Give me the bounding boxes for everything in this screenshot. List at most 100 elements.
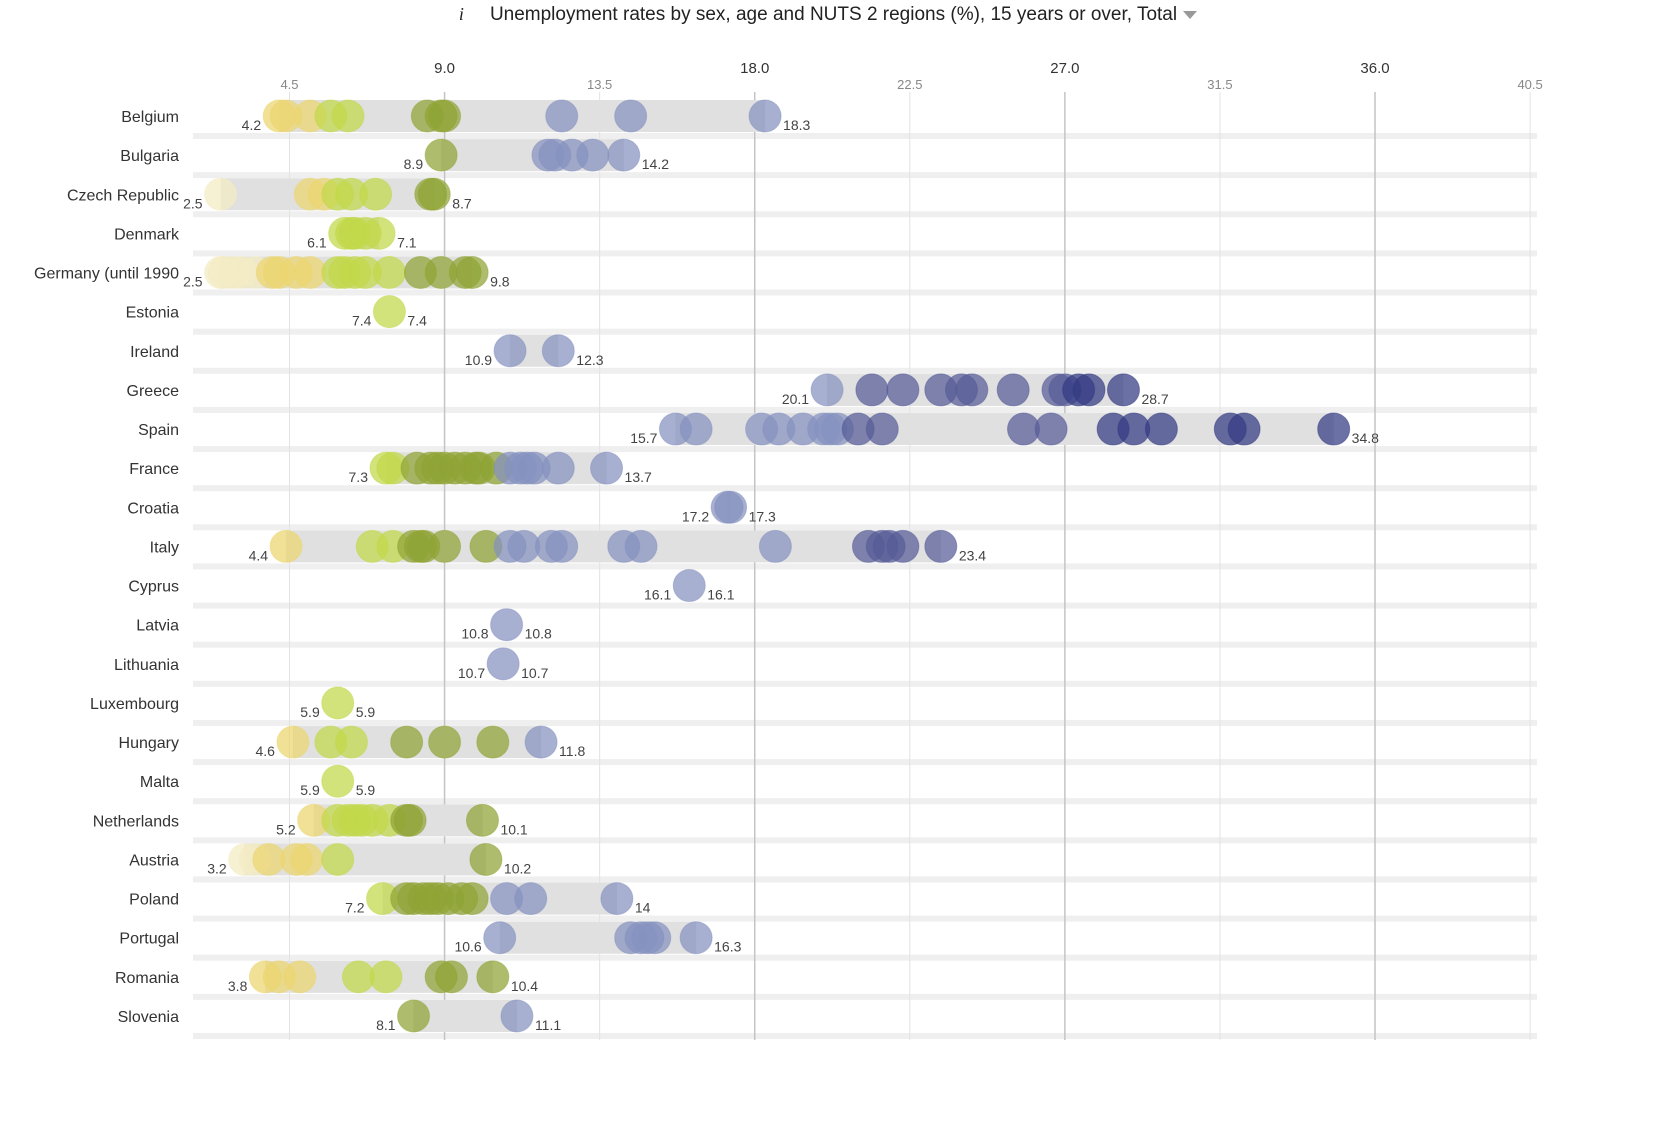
- country-row: Portugal 10.6 16.3: [119, 921, 742, 955]
- region-dot[interactable]: [1317, 412, 1351, 446]
- region-dot[interactable]: [369, 960, 403, 994]
- region-dot[interactable]: [500, 999, 534, 1033]
- region-dot[interactable]: [607, 138, 641, 172]
- region-dot[interactable]: [924, 529, 958, 563]
- region-dot[interactable]: [434, 960, 468, 994]
- min-value-label: 10.6: [454, 939, 481, 955]
- region-dot[interactable]: [372, 256, 406, 290]
- country-label: France: [129, 461, 179, 478]
- min-value-label: 10.8: [461, 626, 488, 642]
- max-value-label: 14.2: [642, 156, 669, 172]
- region-dot[interactable]: [624, 529, 658, 563]
- region-dot[interactable]: [290, 842, 324, 876]
- region-dot[interactable]: [886, 373, 920, 407]
- region-dot[interactable]: [393, 803, 427, 837]
- country-label: Ireland: [130, 344, 179, 361]
- max-value-label: 18.3: [783, 117, 810, 133]
- region-dot[interactable]: [424, 138, 458, 172]
- row-separator: [193, 563, 1537, 570]
- region-dot[interactable]: [638, 921, 672, 955]
- max-value-label: 8.7: [452, 195, 472, 211]
- x-tick-label: 31.5: [1207, 77, 1232, 92]
- country-label: Hungary: [119, 735, 179, 752]
- region-dot[interactable]: [865, 412, 899, 446]
- region-dot[interactable]: [397, 999, 431, 1033]
- region-dot[interactable]: [283, 960, 317, 994]
- region-dot[interactable]: [855, 373, 889, 407]
- region-dot[interactable]: [679, 412, 713, 446]
- region-dot[interactable]: [1034, 412, 1068, 446]
- region-dot[interactable]: [321, 842, 355, 876]
- country-label: Lithuania: [114, 657, 179, 674]
- country-row: Greece 20.1 28.7: [127, 373, 1169, 407]
- max-value-label: 12.3: [576, 352, 603, 368]
- region-dot[interactable]: [1227, 412, 1261, 446]
- region-dot[interactable]: [576, 138, 610, 172]
- region-dot[interactable]: [455, 882, 489, 916]
- region-dot[interactable]: [428, 99, 462, 133]
- region-dot[interactable]: [428, 529, 462, 563]
- region-dot[interactable]: [455, 256, 489, 290]
- region-dot[interactable]: [1072, 373, 1106, 407]
- region-dot[interactable]: [1106, 373, 1140, 407]
- region-dot[interactable]: [372, 295, 406, 329]
- region-dot[interactable]: [1144, 412, 1178, 446]
- x-tick-label: 27.0: [1050, 60, 1079, 77]
- dataset-dropdown-caret-icon[interactable]: [1183, 10, 1198, 19]
- region-dot[interactable]: [714, 490, 748, 524]
- row-separator: [193, 719, 1537, 726]
- info-icon[interactable]: i: [458, 4, 464, 24]
- region-dot[interactable]: [465, 803, 499, 837]
- region-dot[interactable]: [428, 725, 462, 759]
- region-dot[interactable]: [514, 882, 548, 916]
- region-dot[interactable]: [469, 842, 503, 876]
- region-dot[interactable]: [810, 373, 844, 407]
- max-value-label: 16.1: [707, 587, 734, 603]
- row-separator: [193, 406, 1537, 413]
- min-value-label: 3.2: [207, 860, 227, 876]
- country-label: Slovenia: [118, 1009, 179, 1026]
- region-dot[interactable]: [476, 960, 510, 994]
- region-dot[interactable]: [545, 529, 579, 563]
- region-dot[interactable]: [748, 99, 782, 133]
- region-dot[interactable]: [541, 334, 575, 368]
- region-dot[interactable]: [545, 99, 579, 133]
- country-row: France 7.3 13.7: [129, 451, 652, 485]
- x-tick-label: 18.0: [740, 60, 769, 77]
- region-dot[interactable]: [331, 99, 365, 133]
- region-dot[interactable]: [321, 686, 355, 720]
- max-value-label: 14: [635, 900, 651, 916]
- region-dot[interactable]: [996, 373, 1030, 407]
- region-dot[interactable]: [359, 177, 393, 211]
- region-dot[interactable]: [600, 882, 634, 916]
- region-dot[interactable]: [758, 529, 792, 563]
- region-dot[interactable]: [672, 569, 706, 603]
- region-dot[interactable]: [886, 529, 920, 563]
- region-dot[interactable]: [524, 725, 558, 759]
- region-dot[interactable]: [955, 373, 989, 407]
- region-dot[interactable]: [269, 529, 303, 563]
- region-dot[interactable]: [204, 177, 238, 211]
- region-dot[interactable]: [614, 99, 648, 133]
- max-value-label: 16.3: [714, 939, 741, 955]
- region-dot[interactable]: [493, 334, 527, 368]
- region-dot[interactable]: [679, 921, 713, 955]
- region-dot[interactable]: [486, 647, 520, 681]
- country-row: Denmark 6.1 7.1: [114, 216, 417, 250]
- country-row: Czech Republic 2.5 8.7: [67, 177, 472, 211]
- region-dot[interactable]: [417, 177, 451, 211]
- min-value-label: 4.6: [255, 743, 275, 759]
- max-value-label: 9.8: [490, 274, 510, 290]
- region-dot[interactable]: [390, 725, 424, 759]
- region-dot[interactable]: [476, 725, 510, 759]
- region-dot[interactable]: [541, 451, 575, 485]
- region-dot[interactable]: [483, 921, 517, 955]
- region-dot[interactable]: [362, 216, 396, 250]
- region-dot[interactable]: [335, 725, 369, 759]
- region-dot[interactable]: [321, 764, 355, 798]
- region-dot[interactable]: [590, 451, 624, 485]
- region-dot[interactable]: [276, 725, 310, 759]
- min-value-label: 3.8: [228, 978, 248, 994]
- country-row: Cyprus 16.1 16.1: [128, 569, 735, 603]
- region-dot[interactable]: [490, 608, 524, 642]
